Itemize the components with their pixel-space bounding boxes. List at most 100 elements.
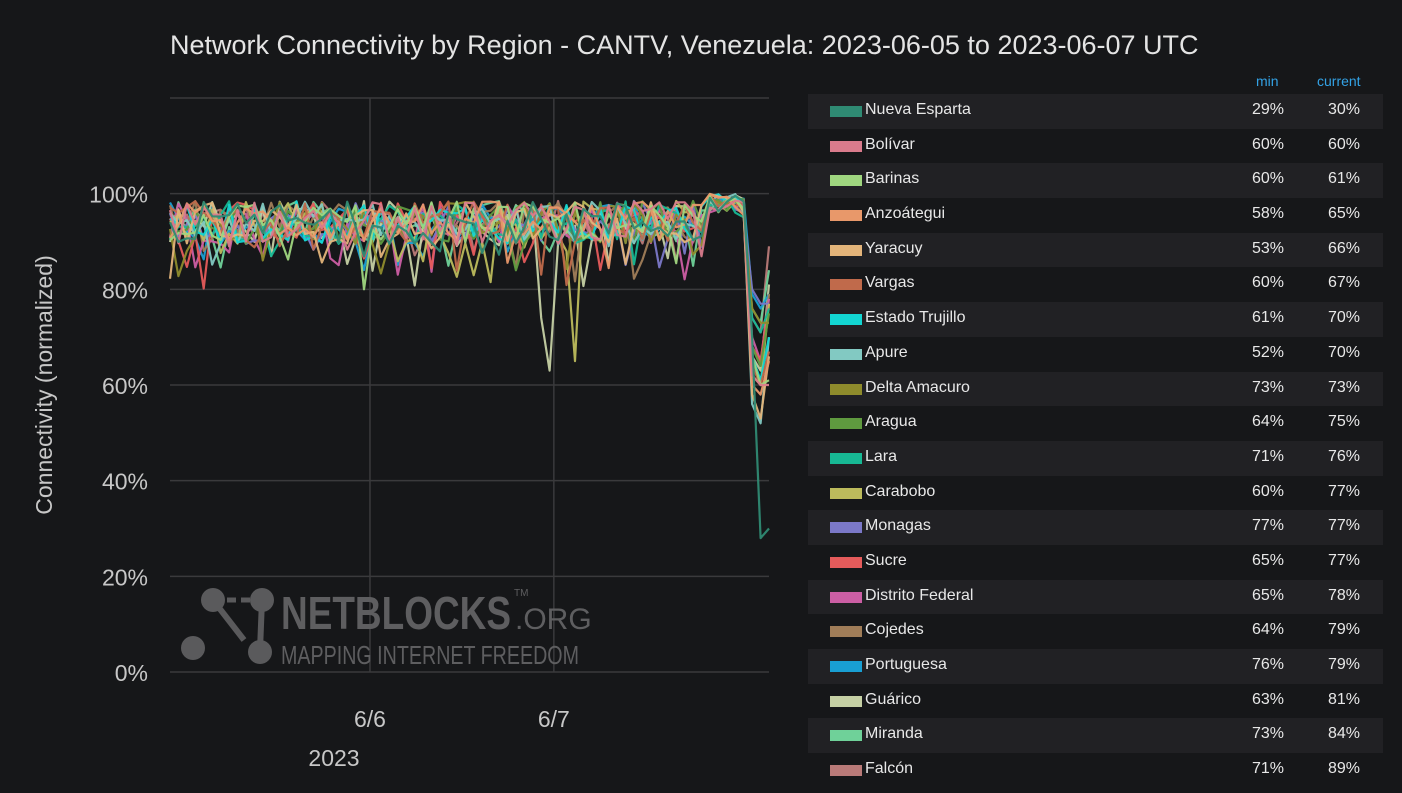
legend-row[interactable]: Bolívar 60% 60% bbox=[808, 128, 1383, 164]
watermark-tld: .ORG bbox=[515, 603, 592, 636]
legend-series-name[interactable]: Monagas bbox=[865, 517, 931, 535]
legend-row[interactable]: Aragua 64% 75% bbox=[808, 406, 1383, 441]
legend-current-value: 89% bbox=[1327, 760, 1360, 778]
legend-min-value: 76% bbox=[1251, 656, 1284, 673]
legend-row[interactable]: Vargas 60% 67% bbox=[808, 267, 1383, 303]
legend-min-value: 29% bbox=[1251, 101, 1284, 118]
legend-series-name[interactable]: Vargas bbox=[865, 274, 915, 292]
legend-swatch bbox=[830, 244, 862, 256]
legend-series-name[interactable]: Cojedes bbox=[865, 621, 924, 639]
legend-min-value: 71% bbox=[1251, 760, 1284, 778]
legend-current-value: 61% bbox=[1327, 170, 1360, 188]
legend-current-value: 81% bbox=[1327, 690, 1360, 708]
legend-current-value: 67% bbox=[1327, 274, 1360, 292]
legend-min-value: 64% bbox=[1251, 621, 1284, 639]
legend-row[interactable]: Guárico 63% 81% bbox=[808, 683, 1383, 719]
y-tick-label: 100% bbox=[89, 182, 148, 208]
legend-current-value: 30% bbox=[1327, 101, 1360, 118]
legend-series-name[interactable]: Apure bbox=[865, 343, 908, 361]
legend-current-value: 70% bbox=[1327, 343, 1360, 361]
legend-swatch bbox=[830, 591, 862, 603]
legend-row[interactable]: Miranda 73% 84% bbox=[808, 718, 1383, 754]
legend-series-name[interactable]: Guárico bbox=[865, 690, 922, 708]
legend-row[interactable]: Estado Trujillo 61% 70% bbox=[808, 302, 1383, 337]
series-lines bbox=[168, 192, 771, 540]
legend-swatch bbox=[830, 730, 862, 742]
legend-row[interactable]: Monagas 77% 77% bbox=[808, 510, 1383, 545]
legend-current-value: 70% bbox=[1327, 309, 1360, 327]
legend-series-name[interactable]: Yaracuy bbox=[865, 239, 923, 257]
legend-row[interactable]: Distrito Federal 65% 78% bbox=[808, 579, 1383, 615]
legend-series-name[interactable]: Lara bbox=[865, 447, 898, 465]
legend-min-header[interactable]: min bbox=[1256, 73, 1279, 89]
legend-min-value: 53% bbox=[1251, 239, 1284, 257]
legend-row[interactable]: Apure 52% 70% bbox=[808, 336, 1383, 372]
y-axis-label: Connectivity (normalized) bbox=[31, 255, 57, 514]
netblocks-watermark: NETBLOCKS .ORG TM MAPPING INTERNET FREED… bbox=[181, 587, 592, 670]
legend-swatch bbox=[830, 210, 862, 222]
legend-row[interactable]: Anzoátegui 58% 65% bbox=[808, 198, 1383, 233]
legend-min-value: 77% bbox=[1251, 517, 1284, 535]
legend-swatch bbox=[830, 418, 862, 430]
legend-header: min current bbox=[808, 70, 1383, 94]
legend-series-name[interactable]: Portuguesa bbox=[865, 656, 947, 673]
legend-min-value: 73% bbox=[1251, 378, 1284, 396]
legend-row[interactable]: Barinas 60% 61% bbox=[808, 163, 1383, 199]
axes: Connectivity (normalized) 2023 bbox=[31, 255, 360, 771]
legend-min-value: 58% bbox=[1251, 205, 1284, 223]
watermark-tm: TM bbox=[514, 588, 528, 599]
legend-swatch bbox=[830, 556, 862, 568]
connectivity-chart: 100% 80% 60% 40% 20% 0% 6/6 6/7 NETBLOCKS .ORG … bbox=[31, 97, 771, 771]
legend-series-name[interactable]: Delta Amacuro bbox=[865, 378, 970, 396]
legend-current-value: 65% bbox=[1327, 205, 1360, 223]
legend-current-value: 77% bbox=[1327, 482, 1360, 500]
legend-row[interactable]: Nueva Esparta 29% 30% bbox=[808, 94, 1383, 129]
legend-swatch bbox=[830, 522, 862, 534]
legend-row[interactable]: Yaracuy 53% 66% bbox=[808, 232, 1383, 268]
x-tick-label: 6/7 bbox=[538, 706, 570, 732]
legend-series-name[interactable]: Estado Trujillo bbox=[865, 309, 966, 327]
legend-current-value: 76% bbox=[1327, 447, 1360, 465]
legend-swatch bbox=[830, 383, 862, 395]
legend-current-value: 77% bbox=[1327, 517, 1360, 535]
chart-title: Network Connectivity by Region - CANTV, … bbox=[170, 30, 1199, 60]
legend-series-name[interactable]: Aragua bbox=[865, 413, 917, 431]
y-tick-label: 60% bbox=[102, 373, 148, 399]
legend-row[interactable]: Delta Amacuro 73% 73% bbox=[808, 371, 1383, 407]
legend-current-header[interactable]: current bbox=[1317, 73, 1361, 89]
legend-min-value: 52% bbox=[1251, 343, 1284, 361]
legend-series-name[interactable]: Anzoátegui bbox=[865, 205, 946, 223]
legend-series-name[interactable]: Bolívar bbox=[865, 135, 915, 153]
legend-row[interactable]: Portuguesa 76% 79% bbox=[808, 649, 1383, 684]
legend-swatch bbox=[830, 175, 862, 187]
legend-swatch bbox=[830, 279, 862, 291]
legend-series-name[interactable]: Sucre bbox=[865, 551, 907, 569]
legend-min-value: 73% bbox=[1251, 725, 1284, 743]
legend-swatch bbox=[830, 661, 862, 672]
legend-series-name[interactable]: Distrito Federal bbox=[865, 586, 974, 604]
legend-row[interactable]: Lara 71% 76% bbox=[808, 440, 1383, 476]
legend-swatch bbox=[830, 140, 862, 152]
legend-swatch bbox=[830, 487, 862, 499]
legend-swatch bbox=[830, 314, 862, 326]
legend-series-name[interactable]: Miranda bbox=[865, 725, 923, 743]
legend-series-name[interactable]: Falcón bbox=[865, 760, 914, 778]
legend-series-name[interactable]: Barinas bbox=[865, 170, 920, 188]
legend-current-value: 84% bbox=[1327, 725, 1360, 743]
legend-swatch bbox=[830, 348, 862, 360]
x-axis-year: 2023 bbox=[308, 745, 359, 771]
legend-current-value: 60% bbox=[1327, 135, 1360, 153]
legend-min-value: 60% bbox=[1251, 482, 1284, 500]
watermark-tagline: MAPPING INTERNET FREEDOM bbox=[281, 640, 579, 670]
legend-swatch bbox=[830, 106, 862, 117]
legend-series-name[interactable]: Carabobo bbox=[865, 482, 936, 500]
legend-row[interactable]: Cojedes 64% 79% bbox=[808, 614, 1383, 649]
legend-current-value: 66% bbox=[1327, 239, 1360, 257]
legend-row[interactable]: Sucre 65% 77% bbox=[808, 544, 1383, 580]
grid: 100% 80% 60% 40% 20% 0% 6/6 6/7 bbox=[89, 97, 769, 732]
legend-series-name[interactable]: Nueva Esparta bbox=[865, 101, 971, 118]
legend-min-value: 71% bbox=[1251, 447, 1284, 465]
legend-row[interactable]: Falcón 71% 89% bbox=[808, 753, 1383, 788]
legend-table: min current Nueva Esparta 29% 30% Bolívar 60… bbox=[808, 70, 1383, 788]
legend-row[interactable]: Carabobo 60% 77% bbox=[808, 475, 1383, 511]
